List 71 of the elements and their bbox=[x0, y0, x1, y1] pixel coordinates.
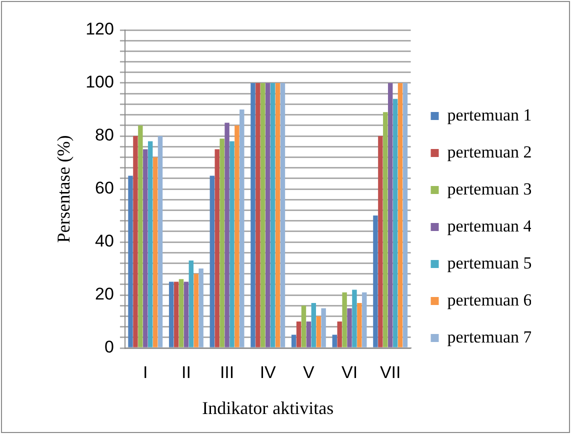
bar bbox=[347, 308, 352, 348]
bar bbox=[357, 302, 362, 348]
bar bbox=[178, 279, 184, 348]
bar bbox=[143, 149, 148, 348]
bar bbox=[168, 282, 174, 348]
bar bbox=[133, 136, 138, 348]
bar bbox=[352, 290, 357, 348]
x-tick-label: III bbox=[220, 362, 234, 382]
bar bbox=[296, 322, 302, 348]
bar bbox=[321, 308, 326, 348]
x-tick-label: II bbox=[181, 362, 191, 382]
y-tick-label: 0 bbox=[104, 338, 114, 357]
x-tick-label: V bbox=[303, 362, 316, 382]
bar bbox=[388, 83, 393, 348]
bar bbox=[275, 83, 280, 348]
bar bbox=[138, 125, 143, 348]
bar bbox=[342, 292, 347, 348]
bar bbox=[383, 112, 388, 348]
bar bbox=[270, 83, 276, 348]
legend-label: pertemuan 7 bbox=[447, 327, 532, 346]
x-tick-label: VII bbox=[380, 362, 401, 382]
bar bbox=[148, 141, 153, 348]
bar bbox=[188, 260, 194, 348]
x-axis-title: Indikator aktivitas bbox=[202, 398, 334, 418]
bar bbox=[250, 83, 256, 348]
bar bbox=[174, 282, 179, 348]
y-tick-label: 100 bbox=[86, 72, 114, 92]
bar bbox=[198, 268, 204, 348]
bar bbox=[362, 292, 367, 348]
y-tick-label: 60 bbox=[95, 178, 114, 198]
bar bbox=[194, 274, 198, 348]
y-tick-label: 20 bbox=[95, 284, 114, 304]
legend-label: pertemuan 3 bbox=[447, 179, 532, 198]
legend-label: pertemuan 6 bbox=[447, 290, 532, 310]
bar bbox=[152, 157, 158, 348]
bar bbox=[184, 282, 189, 348]
y-tick-label: 40 bbox=[95, 232, 114, 251]
bar bbox=[291, 334, 296, 348]
x-tick-label: IV bbox=[260, 362, 277, 382]
x-tick-label: I bbox=[143, 362, 148, 382]
bar bbox=[234, 125, 240, 348]
bar bbox=[280, 83, 286, 348]
y-axis-title: Persentase (%) bbox=[54, 135, 74, 243]
bar bbox=[402, 83, 408, 348]
bar bbox=[398, 83, 403, 348]
bar bbox=[378, 136, 383, 348]
bar bbox=[224, 122, 230, 348]
bar bbox=[220, 138, 224, 348]
legend-label: pertemuan 1 bbox=[447, 105, 532, 124]
bar bbox=[230, 141, 234, 348]
bar bbox=[311, 302, 316, 348]
bar bbox=[392, 98, 398, 348]
bar bbox=[256, 83, 260, 348]
bar bbox=[214, 149, 220, 348]
bar bbox=[260, 83, 266, 348]
x-tick-label: VI bbox=[341, 362, 358, 382]
bar bbox=[301, 306, 306, 348]
bar bbox=[128, 176, 133, 348]
bar bbox=[240, 110, 244, 348]
bar bbox=[373, 216, 378, 348]
legend-label: pertemuan 5 bbox=[447, 253, 532, 272]
y-tick-label: 120 bbox=[86, 20, 114, 39]
bar bbox=[266, 83, 270, 348]
bar bbox=[316, 316, 321, 348]
bar bbox=[158, 136, 163, 348]
bar bbox=[306, 322, 312, 348]
y-tick-label: 80 bbox=[95, 126, 114, 145]
bar bbox=[337, 322, 342, 348]
bar bbox=[210, 176, 215, 348]
legend-label: pertemuan 2 bbox=[447, 142, 532, 162]
bar bbox=[332, 334, 337, 348]
